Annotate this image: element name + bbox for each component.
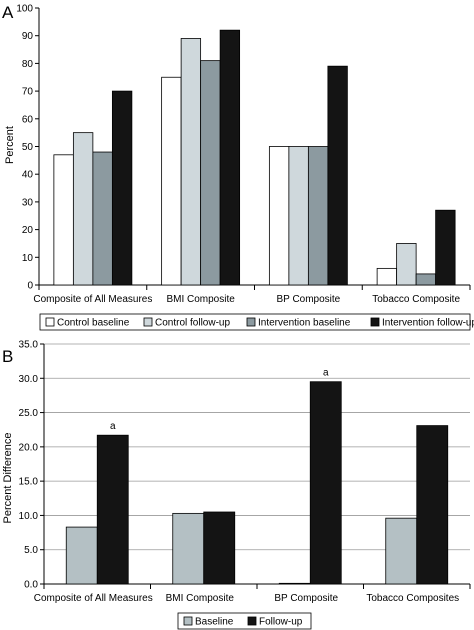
legend-label: Control follow-up <box>155 318 230 329</box>
panel-b-ylabel: Percent Difference <box>2 433 14 524</box>
legend-label: Intervention baseline <box>258 318 351 329</box>
bar <box>111 90 133 286</box>
y-tick-label: 5.0 <box>24 545 38 556</box>
bar <box>200 60 221 286</box>
bar <box>65 526 98 585</box>
y-tick-label: 20.0 <box>19 442 39 453</box>
y-tick-label: 10 <box>22 253 34 264</box>
bar <box>309 381 342 585</box>
bar <box>268 146 290 286</box>
y-tick-label: 25.0 <box>19 408 39 419</box>
panel-a-chart: 0 10 20 30 40 50 60 70 80 90 100 Composite of All M… <box>16 4 471 305</box>
panel-b-legend: Baseline Follow-up <box>177 612 312 630</box>
bar <box>278 582 311 585</box>
x-tick-label: BP Composite <box>274 593 338 604</box>
x-tick-label: Composite of All Measures <box>33 294 152 305</box>
y-tick-label: 80 <box>22 59 34 70</box>
y-tick-label: 20 <box>22 225 34 236</box>
y-tick-label: 70 <box>22 87 34 98</box>
bar <box>172 512 205 585</box>
bar <box>53 154 74 286</box>
bar <box>96 434 129 585</box>
bar <box>219 29 241 286</box>
significance-annotation: a <box>323 368 329 379</box>
x-tick-label: BP Composite <box>277 294 341 305</box>
significance-annotation: a <box>110 421 116 432</box>
panel-a-ylabel: Percent <box>4 126 16 164</box>
panel-b-label: B <box>2 347 13 366</box>
y-tick-label: 15.0 <box>19 477 39 488</box>
y-tick-label: 35.0 <box>19 340 39 351</box>
bar <box>180 38 202 286</box>
bar <box>161 76 182 286</box>
bar <box>92 151 113 286</box>
legend-swatch <box>45 317 55 327</box>
legend-swatch <box>370 317 380 327</box>
y-tick-label: 0 <box>27 281 33 292</box>
legend-label: Follow-up <box>259 617 303 628</box>
x-tick-label: BMI Composite <box>166 294 235 305</box>
y-tick-label: 30.0 <box>19 374 39 385</box>
x-tick-label: Composite of All Measures <box>34 593 153 604</box>
panel-a-label: A <box>2 3 14 22</box>
y-tick-label: 10.0 <box>19 511 39 522</box>
bar <box>435 209 456 286</box>
bar <box>415 273 437 286</box>
bar <box>72 132 94 286</box>
bar <box>385 517 418 585</box>
y-tick-label: 100 <box>16 4 33 15</box>
panel-a-legend: Control baseline Control follow-up Interve… <box>39 313 474 331</box>
legend-swatch <box>247 616 257 626</box>
legend-label: Intervention follow-up <box>382 318 474 329</box>
panel-b-chart: 0.0 5.0 10.0 15.0 20.0 25.0 30.0 35.0 a Composite… <box>19 340 471 604</box>
bar <box>288 146 309 286</box>
y-tick-label: 60 <box>22 114 34 125</box>
y-tick-label: 50 <box>22 142 34 153</box>
y-tick-label: 0.0 <box>24 580 38 591</box>
y-tick-label: 30 <box>22 197 34 208</box>
legend-label: Baseline <box>195 617 234 628</box>
bar <box>396 243 417 286</box>
x-tick-label: Tobacco Composite <box>372 294 460 305</box>
legend-swatch <box>246 317 256 327</box>
legend-swatch <box>183 616 193 626</box>
legend-label: Control baseline <box>57 318 130 329</box>
y-tick-label: 90 <box>22 31 34 42</box>
bar <box>203 511 236 585</box>
bar <box>327 65 348 286</box>
bar <box>376 267 398 286</box>
legend-box <box>177 612 312 630</box>
x-tick-label: Tobacco Composites <box>366 593 459 604</box>
y-tick-label: 40 <box>22 170 34 181</box>
bar <box>307 146 329 286</box>
bar <box>416 425 449 585</box>
legend-swatch <box>143 317 153 327</box>
x-tick-label: BMI Composite <box>166 593 235 604</box>
